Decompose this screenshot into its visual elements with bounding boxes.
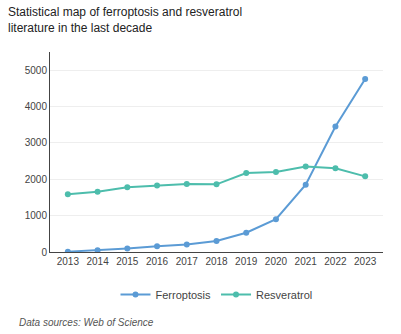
svg-text:2016: 2016 [146, 256, 169, 267]
svg-text:3000: 3000 [25, 137, 48, 148]
svg-text:4000: 4000 [25, 101, 48, 112]
svg-text:2000: 2000 [25, 174, 48, 185]
svg-text:2014: 2014 [86, 256, 109, 267]
svg-text:Statistical map of ferroptosis: Statistical map of ferroptosis and resve… [8, 5, 242, 35]
svg-text:2022: 2022 [324, 256, 347, 267]
svg-text:2015: 2015 [116, 256, 139, 267]
svg-text:Data sources: Web of Science: Data sources: Web of Science [19, 317, 154, 328]
svg-text:0: 0 [41, 247, 47, 258]
svg-text:2021: 2021 [295, 256, 318, 267]
svg-text:2019: 2019 [235, 256, 258, 267]
svg-text:2018: 2018 [205, 256, 228, 267]
svg-text:5000: 5000 [25, 65, 48, 76]
svg-text:2013: 2013 [57, 256, 80, 267]
svg-text:Resveratrol: Resveratrol [256, 289, 312, 301]
svg-text:Ferroptosis: Ferroptosis [156, 289, 212, 301]
svg-text:2020: 2020 [265, 256, 288, 267]
svg-text:1000: 1000 [25, 210, 48, 221]
svg-text:2023: 2023 [354, 256, 377, 267]
svg-text:2017: 2017 [176, 256, 199, 267]
